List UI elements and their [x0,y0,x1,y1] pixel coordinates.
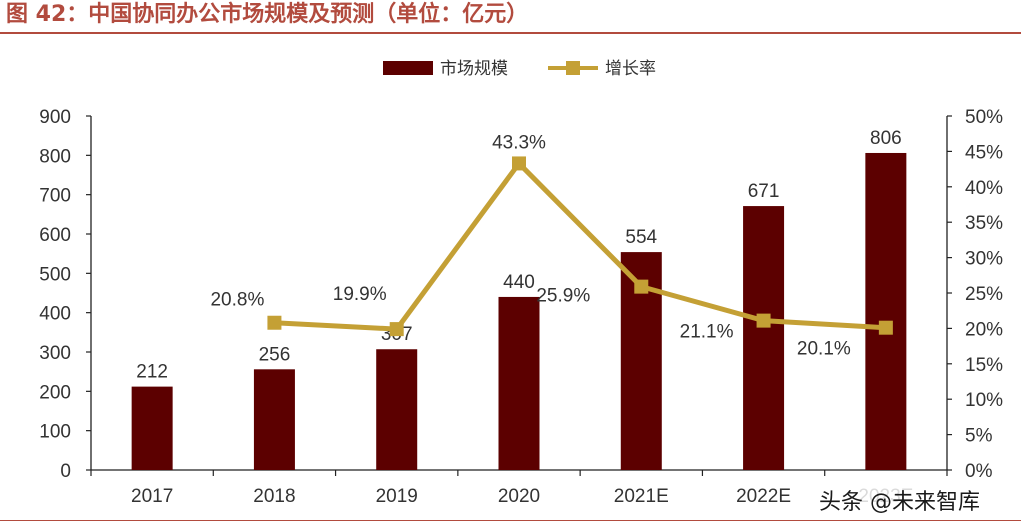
bar-value-label: 256 [259,344,291,365]
growth-rate-label: 20.1% [797,339,851,360]
x-axis-tick-label: 2019 [376,486,418,507]
bar-value-label: 554 [625,227,657,248]
left-axis-tick-label: 900 [39,107,71,128]
x-axis-tick-labels: 20172018201920202021E2022E2023E [131,486,913,507]
left-axis-tick-label: 400 [39,304,71,325]
legend-line-label: 增长率 [605,59,656,78]
x-axis-tick-label: 2022E [736,486,791,507]
left-axis-tick-label: 0 [60,461,71,482]
figure-title: 图 42：中国协同办公市场规模及预测（单位：亿元） [6,2,529,27]
bar [131,386,173,470]
right-axis-tick-label: 20% [965,319,1003,340]
right-axis-tick-label: 5% [965,426,993,447]
bar-value-label: 671 [748,181,780,202]
legend-bar-label: 市场规模 [440,59,508,78]
bar [865,152,907,470]
x-axis-tick-label: 2020 [498,486,540,507]
bar [498,296,540,470]
growth-rate-label: 20.8% [210,290,264,311]
growth-rate-marker [634,279,649,294]
right-axis-tick-label: 10% [965,390,1003,411]
x-axis-tick-label: 2021E [614,486,669,507]
right-axis-tick-label: 45% [965,142,1003,163]
left-axis-tick-label: 800 [39,146,71,167]
right-axis-tick-label: 15% [965,355,1003,376]
right-axis-tick-label: 0% [965,461,993,482]
bar [376,349,418,470]
right-axis-tick-label: 30% [965,249,1003,270]
right-axis-tick-label: 35% [965,213,1003,234]
left-axis-tick-label: 500 [39,264,71,285]
left-axis-tick-label: 600 [39,225,71,246]
line-series [267,156,893,337]
x-axis-tick-label: 2017 [131,486,173,507]
right-axis-tick-label: 50% [965,107,1003,128]
watermark: 头条 @未来智库 [815,484,984,516]
legend-bar-swatch [383,61,433,75]
title-rule [0,32,1021,34]
bottom-rule [0,520,1021,521]
left-axis-tick-label: 300 [39,343,71,364]
legend-line-marker [566,61,580,75]
left-axis-tick-label: 100 [39,422,71,443]
bar-value-label: 440 [503,272,535,293]
left-axis-tick-label: 700 [39,186,71,207]
growth-rate-marker [756,313,771,328]
left-axis-tick-label: 200 [39,382,71,403]
right-axis-tick-labels: 0% 5% 10% 15% 20% 25% 30% 35% 40% 45% 50% [965,107,1003,482]
line-value-labels: 20.8% 19.9% 43.3% 25.9% 21.1% 20.1% [210,132,850,359]
left-axis-tick-labels: 0 100 200 300 400 500 600 700 800 900 [39,107,71,482]
right-axis-tick-label: 25% [965,284,1003,305]
bar [743,206,785,470]
growth-rate-marker [512,156,526,171]
growth-rate-marker [267,315,282,330]
growth-rate-marker [389,322,404,337]
bar [253,369,295,470]
growth-rate-label: 21.1% [680,322,734,343]
growth-rate-label: 25.9% [536,286,590,307]
bar-value-labels: 212256307440554671806 [136,128,901,383]
right-axis-tick-label: 40% [965,178,1003,199]
bar-series [131,152,907,470]
x-axis-tick-label: 2018 [253,486,295,507]
growth-rate-line [274,160,887,332]
growth-rate-label: 43.3% [492,132,546,153]
growth-rate-marker [878,320,893,335]
growth-rate-label: 19.9% [333,284,387,305]
bar-value-label: 806 [870,128,902,149]
legend: 市场规模 增长率 [383,59,656,78]
bar-value-label: 212 [136,362,168,383]
